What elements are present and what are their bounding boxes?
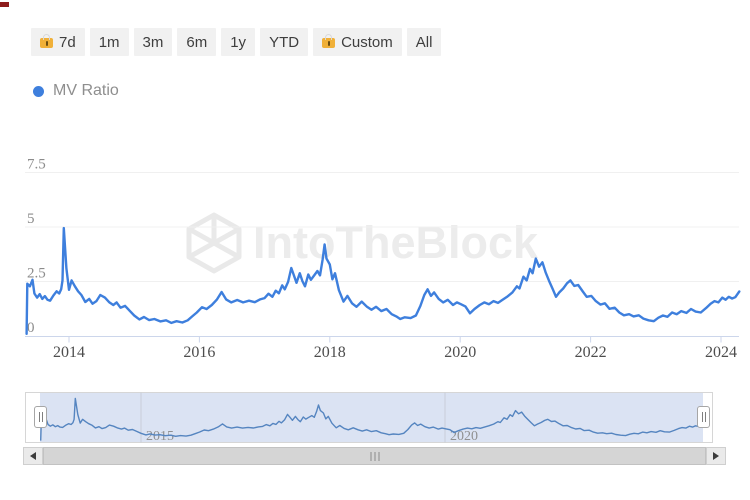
lock-icon	[40, 34, 53, 48]
mv-ratio-line-series[interactable]	[25, 226, 741, 335]
x-axis-tick-label: 2018	[314, 344, 346, 361]
range-button-label: YTD	[269, 33, 300, 51]
y-axis-tick-label: 7.5	[27, 157, 46, 173]
x-axis-tick-label: 2014	[53, 344, 85, 361]
y-axis-tick-label: 2.5	[27, 266, 46, 282]
range-button-3m[interactable]: 3m	[133, 28, 173, 56]
range-button-1y[interactable]: 1y	[221, 28, 256, 56]
navigator-year-label: 2020	[450, 429, 478, 444]
range-button-6m[interactable]: 6m	[177, 28, 217, 56]
range-button-label: All	[415, 33, 433, 51]
legend-dot-icon	[33, 85, 44, 97]
legend-label: MV Ratio	[53, 82, 119, 99]
range-button-label: 6m	[186, 33, 208, 51]
scrollbar-track[interactable]	[43, 447, 706, 465]
y-axis-tick-label: 5	[27, 211, 35, 227]
range-button-label: 1m	[98, 33, 120, 51]
x-axis-tick-label: 2024	[705, 344, 737, 361]
gridlines	[25, 172, 739, 282]
range-button-custom[interactable]: Custom	[313, 28, 402, 56]
horizontal-scrollbar	[0, 447, 750, 465]
x-axis-tick-label: 2022	[575, 344, 607, 361]
range-button-7d[interactable]: 7d	[31, 28, 85, 56]
intotheblock-cube-logo-icon	[186, 212, 242, 274]
watermark-text: IntoTheBlock	[253, 217, 539, 268]
range-button-label: Custom	[341, 33, 393, 51]
lock-icon	[322, 34, 336, 48]
watermark: IntoTheBlock	[185, 212, 538, 274]
range-button-label: 7d	[59, 33, 76, 51]
navigator-right-handle[interactable]	[697, 406, 710, 428]
range-selector-toolbar: 7d 1m 3m 6m 1y YTD Custom All	[31, 28, 442, 56]
scroll-left-arrow-icon[interactable]	[23, 447, 43, 465]
navigator-mini-chart[interactable]: 2015 2020	[25, 392, 713, 445]
navigator-year-label: 2015	[146, 429, 174, 444]
legend-item-mv-ratio[interactable]: MV Ratio	[33, 82, 119, 100]
range-button-label: 3m	[142, 33, 164, 51]
navigator-left-handle[interactable]	[34, 406, 47, 428]
range-button-label: 1y	[230, 33, 247, 51]
recording-marker-icon	[0, 2, 9, 7]
range-button-1m[interactable]: 1m	[89, 28, 129, 56]
x-axis-tick-label: 2016	[183, 344, 215, 361]
y-axis-tick-label: 0	[27, 320, 35, 336]
grip-bars-icon[interactable]	[370, 452, 379, 461]
range-button-all[interactable]: All	[406, 28, 442, 56]
axes: 0 2.5 5 7.5 2014 2016 2018 2020 2022 2024	[25, 157, 739, 361]
x-axis-tick-label: 2020	[444, 344, 476, 361]
scroll-right-arrow-icon[interactable]	[706, 447, 726, 465]
range-button-ytd[interactable]: YTD	[260, 28, 309, 56]
